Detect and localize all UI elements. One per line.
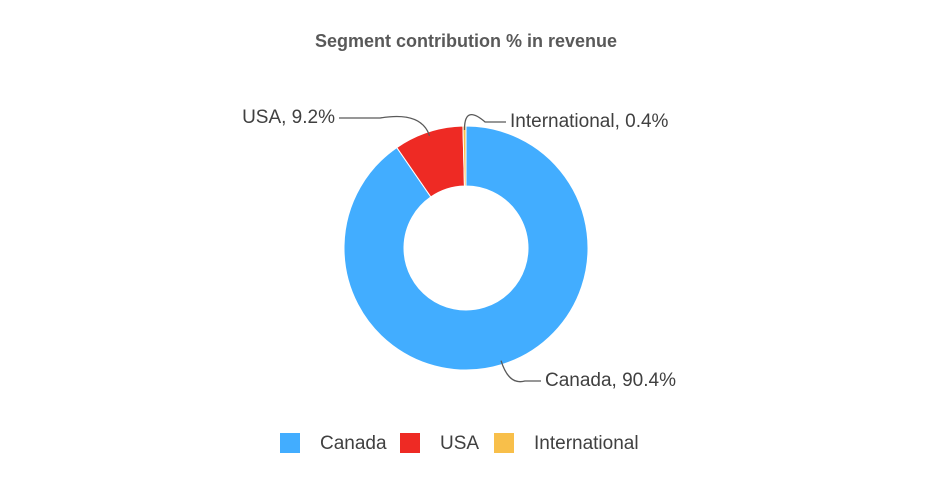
data-label: International, 0.4%: [510, 111, 669, 132]
legend-swatch: [494, 433, 514, 453]
legend-swatch: [280, 433, 300, 453]
chart-title: Segment contribution % in revenue: [315, 31, 617, 51]
legend-label: USA: [440, 433, 479, 454]
data-label: Canada, 90.4%: [545, 370, 676, 391]
donut-slice: [462, 125, 467, 187]
legend-swatch: [400, 433, 420, 453]
leader-line: [339, 115, 431, 136]
data-label: USA, 9.2%: [242, 107, 335, 128]
legend-label: Canada: [320, 433, 387, 454]
legend-label: International: [534, 433, 639, 454]
donut-slice: [343, 125, 589, 371]
leader-line: [463, 114, 506, 131]
leader-line: [500, 360, 541, 383]
